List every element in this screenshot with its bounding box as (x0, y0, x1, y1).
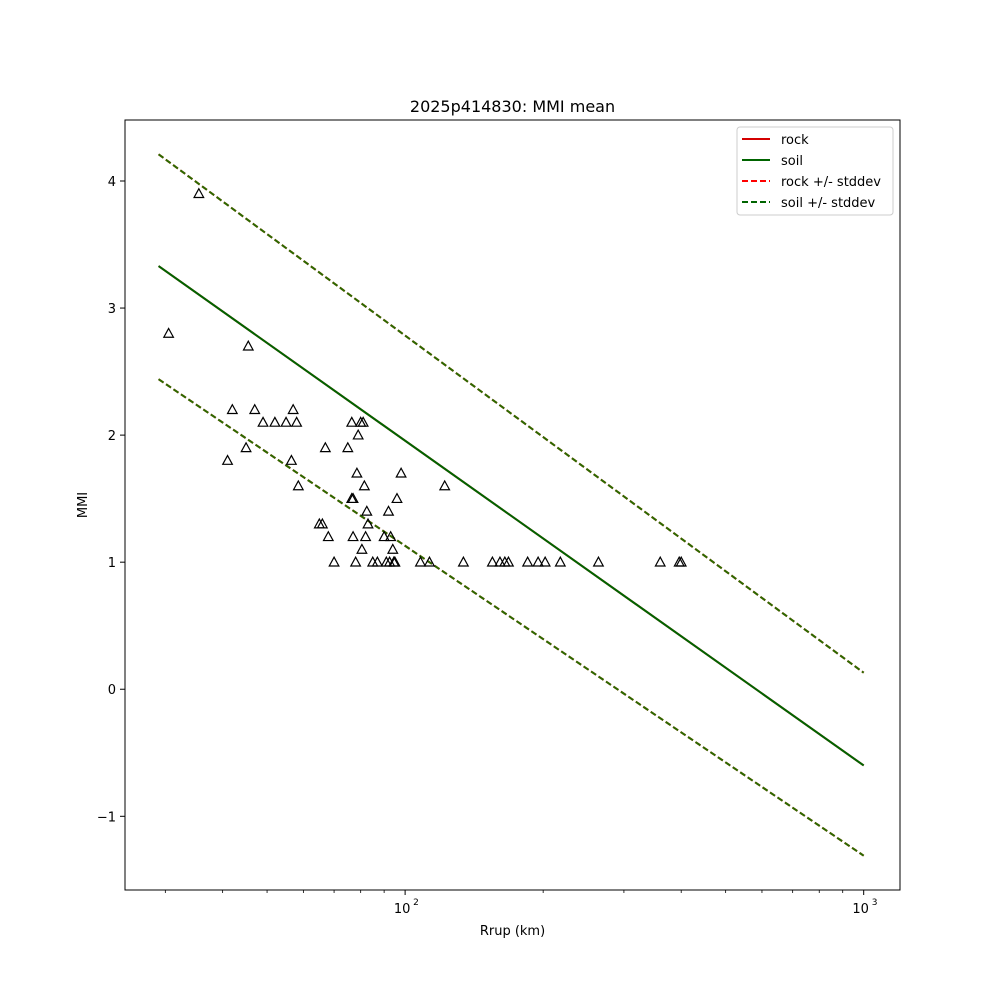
y-axis-label: MMI (76, 492, 91, 518)
x-tick-label: 10 (852, 902, 869, 917)
legend-label: soil +/- stddev (781, 196, 876, 211)
data-point (257, 416, 269, 427)
data-point (351, 466, 363, 478)
data-point (360, 505, 373, 516)
legend-label: rock (781, 133, 809, 148)
data-point (345, 416, 358, 427)
data-point (342, 441, 354, 453)
data-point (356, 543, 368, 554)
data-point (371, 555, 384, 567)
data-point (349, 555, 362, 567)
data-point (352, 428, 364, 440)
data-point (554, 555, 567, 567)
x-tick-exponent: 2 (413, 898, 419, 908)
data-point (362, 517, 374, 529)
data-point (378, 530, 390, 542)
data-point (193, 187, 205, 199)
plot-area (157, 153, 865, 857)
legend-label: rock +/- stddev (781, 175, 881, 190)
y-tick-label: 1 (108, 556, 116, 571)
y-tick-label: 4 (108, 175, 116, 190)
data-point (395, 466, 407, 478)
chart-title: 2025p414830: MMI mean (410, 97, 615, 116)
x-tick-exponent: 3 (872, 898, 878, 908)
data-point (359, 530, 372, 542)
data-point (316, 517, 329, 529)
data-point (423, 555, 436, 567)
data-point (532, 555, 544, 567)
data-point (347, 530, 359, 542)
data-point (384, 530, 397, 542)
series-line-soil-stddev-5 (158, 378, 865, 857)
y-tick-label: −1 (97, 810, 116, 825)
data-point (285, 454, 298, 465)
data-point (358, 479, 371, 491)
legend-frame (736, 126, 894, 216)
data-point (269, 416, 281, 427)
data-point (162, 327, 175, 338)
series-line-soil-stddev-4 (157, 153, 865, 674)
data-point (322, 530, 335, 542)
data-point (414, 555, 427, 567)
data-point (486, 555, 499, 567)
data-point (221, 454, 234, 465)
y-tick-label: 0 (108, 683, 116, 698)
data-point (389, 555, 401, 567)
data-point (675, 555, 688, 567)
data-point (438, 479, 451, 491)
legend: rock soil rock +/- stddev soil +/- stddev (736, 126, 894, 216)
plot-frame (124, 119, 901, 891)
data-point (357, 416, 369, 427)
data-point (242, 339, 255, 351)
data-point (521, 555, 534, 567)
series-line-soil-1 (158, 265, 865, 767)
legend-label: soil (781, 154, 803, 169)
data-point (457, 555, 470, 567)
x-tick-label: 10 (394, 902, 411, 917)
data-point (386, 543, 399, 554)
data-point (539, 555, 551, 567)
data-point (347, 492, 359, 504)
data-point (292, 479, 305, 491)
data-point (290, 416, 303, 427)
data-point (287, 403, 299, 415)
data-point (654, 555, 667, 567)
data-point (240, 441, 252, 453)
y-tick-label: 2 (108, 429, 116, 444)
data-point (391, 492, 403, 504)
data-point (280, 416, 292, 427)
y-tick-label: 3 (108, 302, 116, 317)
data-point (319, 441, 332, 453)
x-axis-label: Rrup (km) (480, 924, 545, 939)
data-point (382, 505, 395, 516)
data-point (592, 555, 605, 567)
data-point (328, 555, 340, 567)
data-point (226, 403, 239, 415)
data-point (502, 555, 515, 567)
data-point (248, 403, 261, 415)
